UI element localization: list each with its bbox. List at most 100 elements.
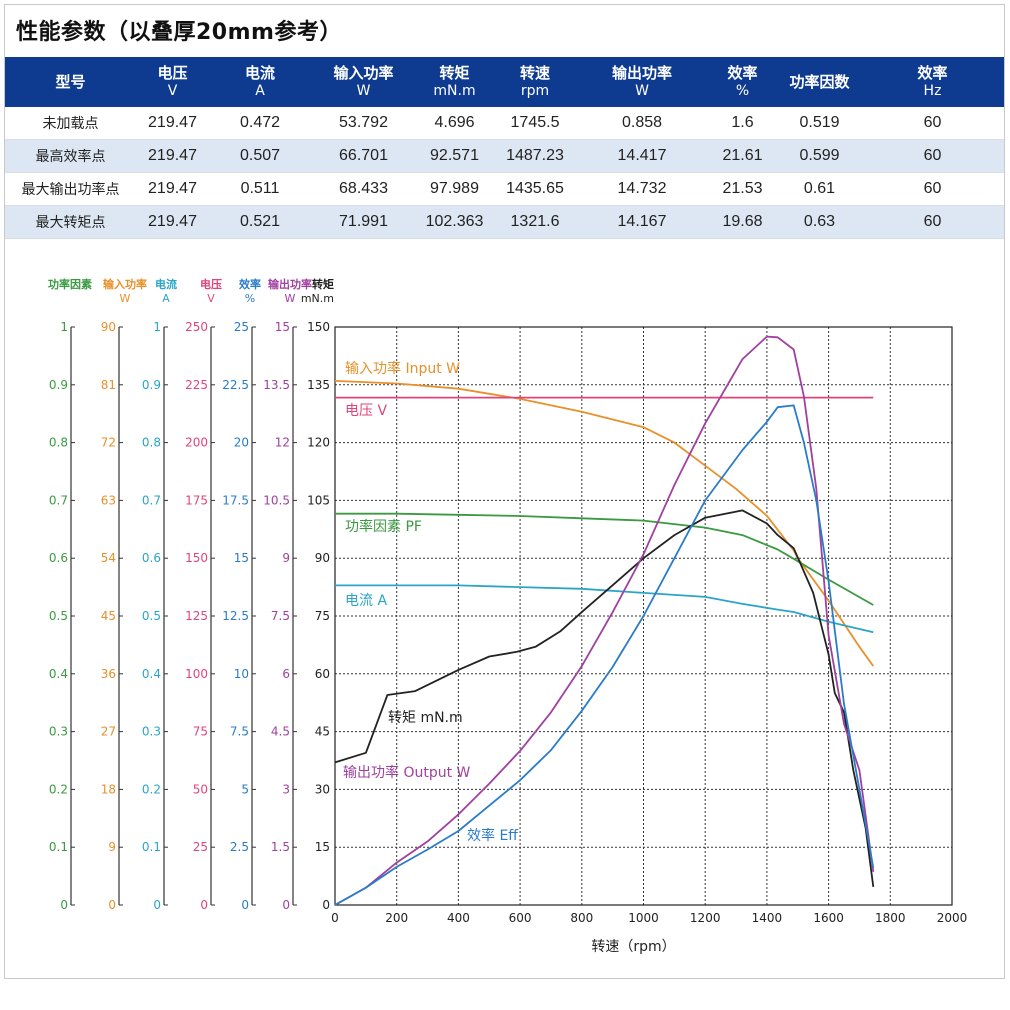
y-tick-label: 90 [101,320,116,334]
y-tick-label: 0.7 [49,493,68,507]
y-tick-label: 250 [185,320,208,334]
y-axis-label: 功率因素 [48,277,92,291]
row-label: 最大输出功率点 [5,173,136,206]
header-label: 转矩 [439,64,469,82]
y-tick-label: 0.8 [142,436,161,450]
table-header-cell: 转矩 mN.m [416,57,493,107]
table-cell: 0.519 [778,107,861,140]
y-tick-label: 0.4 [142,667,161,681]
header-label: 型号 [55,73,85,91]
header-unit: W [311,82,416,100]
x-tick-label: 800 [570,911,593,925]
table-cell: 21.53 [707,173,778,206]
table-cell: 71.991 [311,206,416,239]
x-tick-label: 2000 [937,911,968,925]
y-axis-label: 转矩 [312,277,334,291]
header-unit: A [209,82,311,100]
header-unit: V [136,82,209,100]
y-tick-label: 1 [60,320,68,334]
y-tick-label: 0.2 [49,782,68,796]
y-tick-label: 54 [101,551,116,565]
y-tick-label: 30 [315,782,330,796]
x-tick-label: 1000 [628,911,659,925]
y-tick-label: 3 [282,782,290,796]
table-cell: 1435.65 [493,173,577,206]
series-label: 输出功率 Output W [343,764,471,781]
header-label: 效率 [727,64,757,82]
y-tick-label: 150 [185,551,208,565]
table-cell: 14.732 [577,173,707,206]
y-axis-label: 电压 [200,277,222,291]
x-tick-label: 400 [447,911,470,925]
y-tick-label: 25 [234,320,249,334]
table-cell: 102.363 [416,206,493,239]
header-label: 电压 [157,64,187,82]
y-tick-label: 0.9 [49,378,68,392]
y-tick-label: 0.7 [142,493,161,507]
y-tick-label: 0 [108,898,116,912]
series-line [335,510,873,887]
header-label: 电流 [245,64,275,82]
table-cell: 14.167 [577,206,707,239]
table-cell: 53.792 [311,107,416,140]
table-cell: 60 [861,107,1004,140]
y-tick-label: 0 [282,898,290,912]
y-axis-unit: mN.m [301,292,334,305]
y-tick-label: 17.5 [222,493,249,507]
series-label: 输入功率 Input W [345,360,460,377]
x-tick-label: 0 [331,911,339,925]
y-tick-label: 4.5 [271,725,290,739]
table-row: 最大输出功率点 219.47 0.511 68.433 97.989 1435.65 14.… [5,173,1004,206]
spec-table: 型号 电压 V 电流 A 输入功率 W 转矩 mN.m 转速 rpm 输出功率 W 效率% 功率因数 效率 Hz… [5,57,1004,239]
table-cell: 60 [861,206,1004,239]
y-axis-unit: V [207,292,215,305]
table-cell: 1745.5 [493,107,577,140]
y-tick-label: 9 [108,840,116,854]
x-tick-label: 1800 [875,911,906,925]
x-tick-label: 1600 [813,911,844,925]
table-cell: 4.696 [416,107,493,140]
y-tick-label: 27 [101,725,116,739]
table-cell: 0.507 [209,140,311,173]
row-label: 未加载点 [5,107,136,140]
y-tick-label: 15 [315,840,330,854]
performance-chart: 0 200 400 600 800 1000 1200 1400 1600 1800 2000转速（… [0,240,1010,960]
y-tick-label: 63 [101,493,116,507]
table-header-cell: 效率 Hz [861,57,1004,107]
table-header-cell: 型号 [5,57,136,107]
table-header-cell: 电压 V [136,57,209,107]
y-axis-label: 效率 [239,277,261,291]
y-tick-label: 0 [153,898,161,912]
y-tick-label: 10 [234,667,249,681]
y-tick-label: 25 [193,840,208,854]
y-axis-label: 输出功率 [268,277,312,291]
y-tick-label: 7.5 [271,609,290,623]
y-tick-label: 0.2 [142,782,161,796]
series-line [335,337,873,905]
y-tick-label: 1.5 [271,840,290,854]
table-header-cell: 输出功率 W [577,57,707,107]
table-cell: 0.63 [778,206,861,239]
table-cell: 0.511 [209,173,311,206]
y-tick-label: 150 [307,320,330,334]
table-cell: 14.417 [577,140,707,173]
header-label: 转速 [520,64,550,82]
table-cell: 0.61 [778,173,861,206]
table-cell: 60 [861,173,1004,206]
y-tick-label: 45 [101,609,116,623]
table-row: 最大转矩点 219.47 0.521 71.991 102.363 1321.6 14.16… [5,206,1004,239]
y-tick-label: 0.3 [142,725,161,739]
y-tick-label: 75 [193,725,208,739]
y-tick-label: 12 [275,436,290,450]
page-title: 性能参数（以叠厚20mm参考） [16,14,342,46]
x-tick-label: 600 [509,911,532,925]
y-tick-label: 0.3 [49,725,68,739]
y-tick-label: 1 [153,320,161,334]
y-tick-label: 20 [234,436,249,450]
series-line [335,405,873,905]
y-tick-label: 0 [241,898,249,912]
table-cell: 0.858 [577,107,707,140]
y-axis-unit: W [285,292,296,305]
y-tick-label: 105 [307,493,330,507]
y-tick-label: 0.1 [49,840,68,854]
